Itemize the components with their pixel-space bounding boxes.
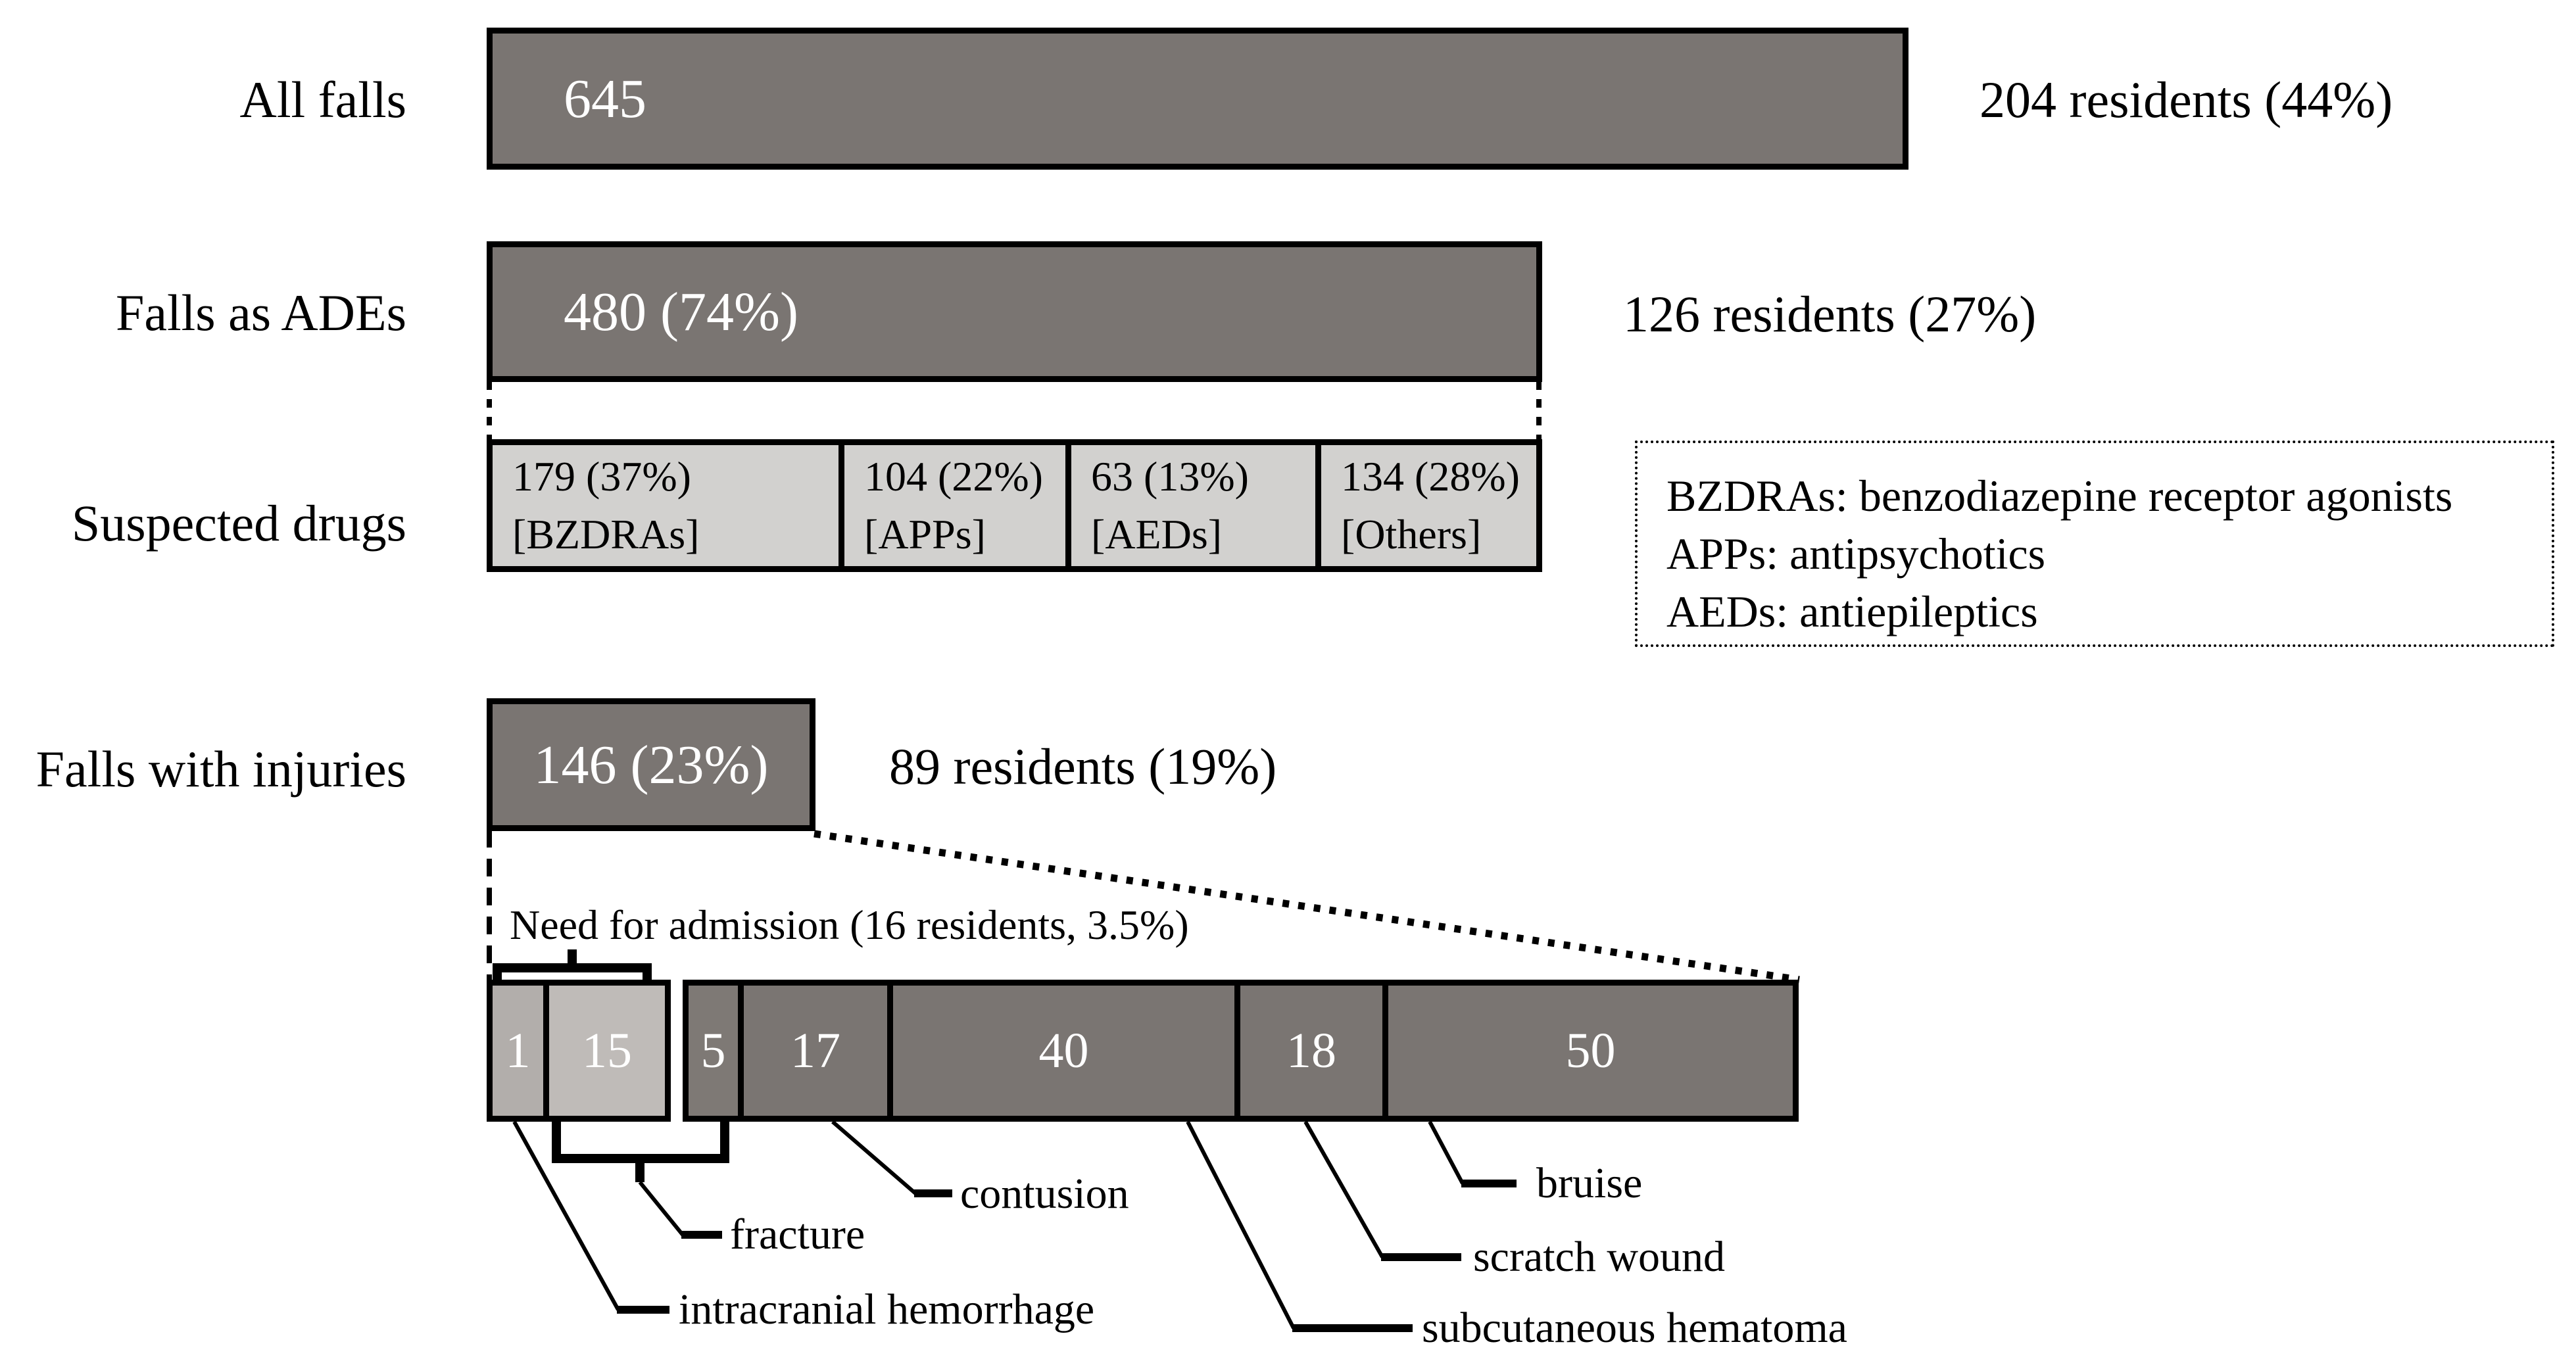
fracture-bracket [552,1122,729,1182]
leader-line-scratch-wound [1303,1120,1384,1258]
falls-with-injuries-bar-value: 146 (23%) [533,734,769,796]
falls-with-injuries-residents-note: 89 residents (19%) [889,738,1277,795]
drug-segment-others-class: [Others] [1341,511,1482,558]
drug-segment-aeds-value: 63 (13%) [1091,453,1249,500]
falls-as-ades-residents-note: 126 residents (27%) [1623,285,2037,343]
falls-as-ades-bar: 480 (74%) [487,241,1542,382]
row-label-falls-with-injuries: Falls with injuries [36,740,406,798]
injury-segment-intracranial: 1 [493,986,543,1116]
injury-label-scratch-wound: scratch wound [1473,1233,1726,1281]
injury-segment-subcutaneous-hematoma-value: 40 [1038,1022,1089,1078]
drug-segment-apps-class: [APPs] [864,511,986,558]
leader-line-bruise [1428,1120,1465,1185]
injury-segment-fracture-admitted-value: 15 [582,1022,632,1078]
leader-line-subcutaneous-hematoma [1186,1120,1296,1329]
injury-label-contusion: contusion [960,1170,1129,1218]
injury-bar-main-box: 5 17 40 18 50 [683,980,1799,1122]
suspected-drugs-bar: 179 (37%) [BZDRAs] 104 (22%) [APPs] 63 (… [487,439,1542,572]
injury-label-subcutaneous-hematoma: subcutaneous hematoma [1422,1304,1847,1352]
all-falls-bar: 645 [487,28,1908,170]
admission-bracket [493,949,652,986]
injury-segment-contusion-value: 17 [790,1022,840,1078]
injury-label-bruise: bruise [1536,1159,1643,1207]
injury-label-intracranial-hemorrhage: intracranial hemorrhage [679,1285,1095,1333]
drug-segment-others: 134 (28%) [Others] [1315,445,1536,566]
injury-label-fracture: fracture [730,1210,865,1258]
injury-segment-subcutaneous-hematoma: 40 [887,986,1234,1116]
abbreviation-legend-box: BZDRAs: benzodiazepine receptor agonists… [1635,441,2554,647]
drug-segment-aeds: 63 (13%) [AEDs] [1065,445,1315,566]
injury-segment-fracture-admitted: 15 [543,986,665,1116]
leader-line-fracture [638,1181,685,1236]
injury-bar-admission-box: 1 15 [487,980,671,1122]
legend-line-aeds: AEDs: antiepileptics [1666,586,2038,636]
injury-segment-contusion: 17 [738,986,887,1116]
row-label-all-falls: All falls [239,71,406,128]
falls-as-ades-bar-value: 480 (74%) [564,281,798,343]
drug-segment-aeds-class: [AEDs] [1091,511,1223,558]
injury-segment-scratch-wound: 18 [1234,986,1382,1116]
injury-segment-fracture-value: 5 [700,1022,726,1078]
need-for-admission-note: Need for admission (16 residents, 3.5%) [510,901,1189,948]
leader-line-contusion [831,1120,917,1195]
drug-segment-bzdras-class: [BZDRAs] [512,511,700,558]
injury-segment-bruise: 50 [1382,986,1793,1116]
injury-segment-bruise-value: 50 [1565,1022,1616,1078]
leader-line-intracranial-hemorrhage [512,1120,620,1311]
injury-segment-scratch-wound-value: 18 [1286,1022,1336,1078]
all-falls-residents-note: 204 residents (44%) [1980,71,2393,128]
drug-segment-bzdras: 179 (37%) [BZDRAs] [493,445,838,566]
row-label-suspected-drugs: Suspected drugs [71,494,406,552]
drug-segment-apps: 104 (22%) [APPs] [838,445,1065,566]
injury-segment-fracture: 5 [689,986,738,1116]
drug-segment-apps-value: 104 (22%) [864,453,1043,500]
legend-line-apps: APPs: antipsychotics [1666,529,2046,579]
legend-line-bzdras: BZDRAs: benzodiazepine receptor agonists [1666,471,2453,521]
drug-segment-others-value: 134 (28%) [1341,453,1520,500]
drug-segment-bzdras-value: 179 (37%) [512,453,691,500]
all-falls-bar-value: 645 [564,68,646,130]
injury-segment-intracranial-value: 1 [505,1022,531,1078]
row-label-falls-as-ades: Falls as ADEs [115,284,406,341]
falls-with-injuries-bar: 146 (23%) [487,698,815,831]
